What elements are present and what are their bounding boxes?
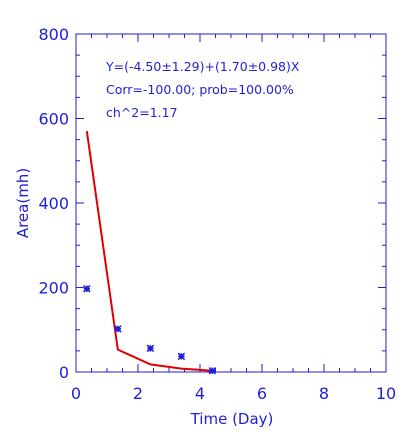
x-tick-label: 0: [71, 384, 81, 403]
x-tick-label: 10: [376, 384, 396, 403]
data-point: [177, 352, 186, 361]
data-point: [83, 285, 91, 293]
y-tick-labels: 0 200 400 600 800: [38, 25, 69, 382]
y-tick-label: 400: [38, 194, 69, 213]
data-point: [208, 366, 217, 375]
y-axis-title: Area(mh): [14, 168, 32, 238]
data-points: [83, 285, 217, 375]
annotation-chi-square: ch^2=1.17: [106, 105, 178, 120]
x-tick-label: 6: [257, 384, 267, 403]
x-tick-labels: 0 2 4 6 8 10: [71, 384, 396, 403]
fit-line: [85, 131, 213, 372]
annotation-equation: Y=(-4.50±1.29)+(1.70±0.98)X: [105, 59, 300, 74]
y-tick-label: 200: [38, 279, 69, 298]
data-point: [114, 325, 122, 333]
y-tick-label: 600: [38, 110, 69, 129]
y-tick-label: 800: [38, 25, 69, 44]
y-tick-label: 0: [59, 363, 69, 382]
data-point: [146, 344, 155, 353]
annotation-correlation: Corr=-100.00; prob=100.00%: [106, 82, 294, 97]
x-tick-label: 8: [319, 384, 329, 403]
x-tick-label: 4: [195, 384, 205, 403]
axis-ticks: [75, 33, 387, 373]
x-axis-title: Time (Day): [190, 410, 274, 428]
x-tick-label: 2: [133, 384, 143, 403]
